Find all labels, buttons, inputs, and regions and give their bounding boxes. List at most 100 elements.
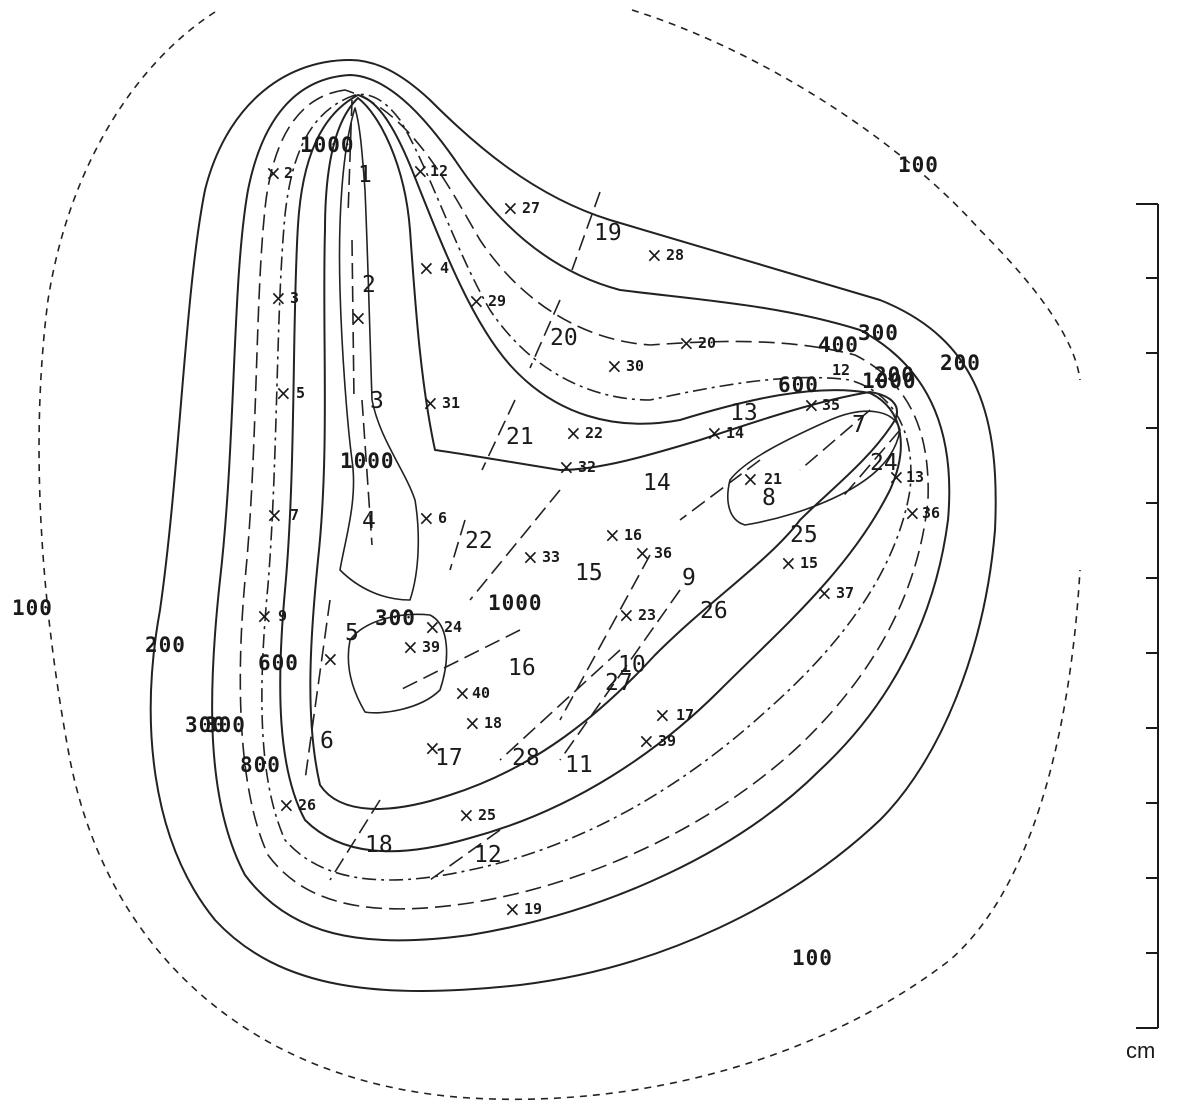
isodose-curve-400 xyxy=(239,89,929,910)
point-label: 21 xyxy=(764,470,782,488)
cross-marker: × xyxy=(816,581,833,605)
source-label: 14 xyxy=(643,470,671,496)
point-label: 3 xyxy=(290,289,299,307)
cross-marker: × xyxy=(424,736,441,760)
point-label: 15 xyxy=(800,554,818,572)
cross-marker: × xyxy=(278,793,295,817)
cross-marker: × xyxy=(638,729,655,753)
isodose-curve-1000 xyxy=(309,97,898,810)
point-label: 9 xyxy=(278,607,287,625)
cross-marker: × xyxy=(522,545,539,569)
cross-marker: × xyxy=(270,286,287,310)
cross-marker: × xyxy=(402,635,419,659)
cross-marker: × xyxy=(424,615,441,639)
cross-marker: × xyxy=(780,551,797,575)
isodose-label: 1000 xyxy=(340,449,395,473)
point-label: 40 xyxy=(472,684,490,702)
isodose-curve-100-outer xyxy=(38,9,1081,1101)
source-label: 18 xyxy=(365,832,393,858)
cross-marker: × xyxy=(565,421,582,445)
isodose-label: 800 xyxy=(240,753,281,777)
source-label: 28 xyxy=(512,745,540,771)
source-label: 25 xyxy=(790,522,818,548)
cross-marker: × xyxy=(558,455,575,479)
point-label: 36 xyxy=(922,504,940,522)
point-label: 20 xyxy=(698,334,716,352)
isodose-core-upper xyxy=(338,107,420,601)
isodose-label: 300 xyxy=(185,713,226,737)
source-label: 5 xyxy=(345,620,359,646)
cross-marker: × xyxy=(454,681,471,705)
point-label: 5 xyxy=(296,384,305,402)
point-label: 35 xyxy=(822,396,840,414)
isodose-label: 200 xyxy=(145,633,186,657)
cross-marker: × xyxy=(418,506,435,530)
source-label: 26 xyxy=(700,598,728,624)
cross-marker: × xyxy=(350,306,367,330)
cross-marker: × xyxy=(502,196,519,220)
source-label: 27 xyxy=(605,670,633,696)
cross-marker: × xyxy=(606,354,623,378)
cross-marker: × xyxy=(504,897,521,921)
source-label: 20 xyxy=(550,325,578,351)
point-label: 39 xyxy=(658,732,676,750)
source-label: 6 xyxy=(320,728,334,754)
isodose-core-lower xyxy=(347,613,448,714)
source-label: 15 xyxy=(575,560,603,586)
source-label: 1 xyxy=(358,162,372,188)
point-label: 30 xyxy=(626,357,644,375)
isodose-curve-600 xyxy=(261,93,912,881)
cross-marker: × xyxy=(256,604,273,628)
point-label: 31 xyxy=(442,394,460,412)
isodose-label: 100 xyxy=(792,946,833,970)
cross-marker: × xyxy=(266,503,283,527)
source-label: 19 xyxy=(594,220,622,246)
cross-marker: × xyxy=(468,289,485,313)
point-label: 14 xyxy=(726,424,744,442)
cross-marker: × xyxy=(742,467,759,491)
calc-points: × 2 × 12 × 27 × 28 × 4 × 3 × × 29 × 20 ×… xyxy=(256,159,940,921)
source-label: 22 xyxy=(465,528,493,554)
isodose-curve-200 xyxy=(149,59,997,993)
cross-marker: × xyxy=(418,256,435,280)
isodose-curve-800 xyxy=(279,94,902,853)
point-label: 32 xyxy=(578,458,596,476)
point-label: 12 xyxy=(430,162,448,180)
point-label: 25 xyxy=(478,806,496,824)
source-label: 7 xyxy=(852,412,866,438)
source-label: 8 xyxy=(762,485,776,511)
point-label: 19 xyxy=(524,900,542,918)
source-label: 3 xyxy=(370,388,384,414)
cross-marker: × xyxy=(888,465,905,489)
isodose-label: 1000 xyxy=(862,369,917,393)
isodose-label: 600 xyxy=(778,373,819,397)
cross-marker: × xyxy=(803,393,820,417)
cross-marker: × xyxy=(678,331,695,355)
point-label: 36 xyxy=(654,544,672,562)
isodose-label: 200 xyxy=(940,351,981,375)
cross-marker: × xyxy=(265,161,282,185)
source-labels: 1 2 3 4 5 6 7 8 9 10 11 12 13 14 15 16 1… xyxy=(320,162,898,868)
source-label: 2 xyxy=(362,272,376,298)
scale-bar: cm xyxy=(1126,203,1159,1063)
point-label: 18 xyxy=(484,714,502,732)
source-label: 9 xyxy=(682,565,696,591)
cross-marker: × xyxy=(646,243,663,267)
point-label: 13 xyxy=(906,468,924,486)
cross-marker: × xyxy=(604,523,621,547)
scale-unit-label: cm xyxy=(1126,1038,1155,1063)
point-label: 37 xyxy=(836,584,854,602)
point-label: 39 xyxy=(422,638,440,656)
isodose-label: 300 xyxy=(375,606,416,630)
point-label: 17 xyxy=(676,706,694,724)
point-label: 29 xyxy=(488,292,506,310)
isodose-curve-300 xyxy=(211,74,951,942)
isodose-label: 300 xyxy=(205,713,246,737)
point-label: 24 xyxy=(444,618,462,636)
isodose-label: 100 xyxy=(12,596,53,620)
point-label: 26 xyxy=(298,796,316,814)
point-label: 6 xyxy=(438,509,447,527)
point-label: 16 xyxy=(624,526,642,544)
point-label: 22 xyxy=(585,424,603,442)
isodose-label: 100 xyxy=(898,153,939,177)
